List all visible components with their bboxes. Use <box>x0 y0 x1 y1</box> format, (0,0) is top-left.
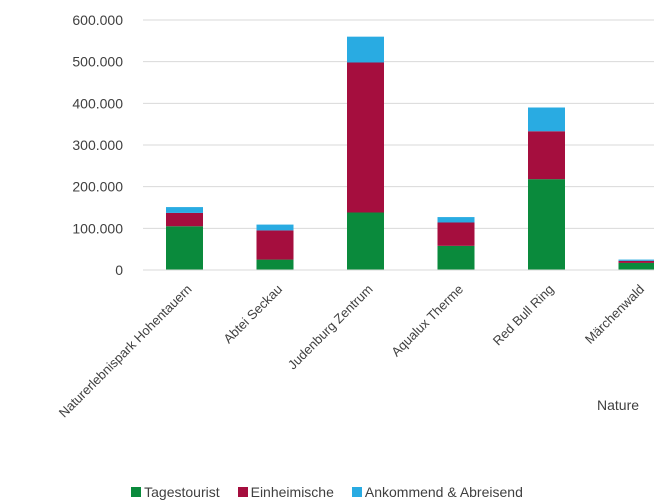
y-tick-label: 500.000 <box>72 54 123 70</box>
legend-label: Einheimische <box>250 484 334 500</box>
bar-segment <box>528 131 565 180</box>
x-category-label: Naturerlebnispark Hohentauern <box>56 282 195 421</box>
legend-item: Einheimische <box>237 484 334 500</box>
y-tick-label: 600.000 <box>72 12 123 28</box>
gridlines <box>143 19 654 229</box>
x-category-label: Red Bull Ring <box>490 282 557 349</box>
legend-label: Tagestourist <box>144 484 220 500</box>
bar-segment <box>166 226 203 270</box>
legend-label: Ankommend & Abreisend <box>364 484 523 500</box>
bar-segment <box>256 230 294 260</box>
x-axis-category-labels: Naturerlebnispark Hohentauern Abtei Secka… <box>56 282 647 421</box>
bar-segment <box>618 262 654 270</box>
bar-segment <box>437 217 475 223</box>
bar-segment <box>347 62 384 213</box>
y-tick-label: 400.000 <box>72 95 123 111</box>
legend-swatch <box>351 487 362 497</box>
bar-segment <box>437 245 475 270</box>
bar-segment <box>347 36 384 63</box>
bar-segment <box>528 107 565 132</box>
y-axis-tick-labels: 0 100.000 200.000 300.000 400.000 500.000 600.… <box>72 12 123 278</box>
y-tick-label: 300.000 <box>72 137 123 153</box>
x-category-label: Abtei Seckau <box>220 282 285 347</box>
legend-item: Ankommend & Abreisend <box>351 484 523 500</box>
legend-item: Tagestourist <box>131 484 220 500</box>
bar-segment <box>166 207 203 213</box>
bar-segment <box>256 224 294 231</box>
bar-segment <box>528 179 565 270</box>
bar-segment <box>347 212 384 270</box>
bar-segment <box>256 259 294 270</box>
legend-swatch <box>237 487 248 497</box>
legend-swatch <box>131 487 142 497</box>
bar-segment <box>618 259 654 261</box>
axis-title-cut: Nature <box>597 397 639 413</box>
y-tick-label: 100.000 <box>72 220 123 236</box>
x-category-label: Judenburg Zentrum <box>285 282 376 373</box>
y-tick-label: 200.000 <box>72 179 123 195</box>
bar-segment <box>618 260 654 263</box>
legend: Tagestourist Einheimische Ankommend & Abre… <box>0 484 654 500</box>
x-category-label: Aqualux Therme <box>388 282 466 360</box>
y-tick-label: 0 <box>115 262 123 278</box>
bar-segment <box>166 212 203 227</box>
bar-segment <box>437 222 475 246</box>
bars <box>166 36 654 270</box>
x-category-label: Märchenwald <box>582 282 647 347</box>
